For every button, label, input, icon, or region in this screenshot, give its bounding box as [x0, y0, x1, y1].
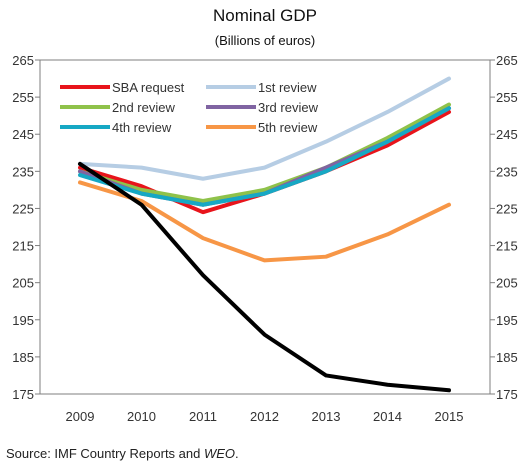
y-tick-label-left: 195 — [12, 313, 34, 328]
y-tick-label-left: 225 — [12, 201, 34, 216]
y-tick-label-left: 235 — [12, 164, 34, 179]
chart-axes: 175 175 185 185 195 195 205 205 215 215 225 225 235 2… — [12, 53, 517, 424]
y-tick-label-left: 205 — [12, 276, 34, 291]
y-tick-label-right: 205 — [496, 276, 518, 291]
y-tick-label-left: 245 — [12, 127, 34, 142]
plot-frame — [39, 59, 491, 395]
x-tick-label: 2013 — [312, 409, 341, 424]
source-suffix: . — [235, 446, 239, 461]
y-tick-label-left: 175 — [12, 387, 34, 402]
chart-subtitle: (Billions of euros) — [214, 33, 316, 48]
source-italic: WEO — [203, 446, 236, 461]
y-tick-label-right: 255 — [496, 90, 518, 105]
y-tick-label-left: 255 — [12, 90, 34, 105]
series-line-1 — [78, 76, 451, 181]
source-prefix: Source: IMF Country Reports and — [6, 446, 204, 461]
legend-label: 1st review — [258, 80, 317, 95]
y-tick-label-right: 235 — [496, 164, 518, 179]
x-tick-label: 2009 — [66, 409, 95, 424]
x-tick-label: 2010 — [127, 409, 156, 424]
x-tick-label: 2012 — [250, 409, 279, 424]
y-tick-label-right: 215 — [496, 239, 518, 254]
series-line-2 — [78, 102, 451, 204]
series-line-6 — [78, 161, 451, 393]
y-tick-label-right: 245 — [496, 127, 518, 142]
series-line-5 — [78, 180, 451, 263]
legend-label: 5th review — [258, 120, 318, 135]
line-chart: 175 175 185 185 195 195 205 205 215 215 225 225 235 2… — [12, 53, 517, 424]
chart-title: Nominal GDP — [213, 6, 317, 25]
legend-label: SBA request — [112, 80, 185, 95]
chart-legend: SBA request 1st review 2nd review 3rd revie… — [60, 80, 319, 135]
y-tick-label-left: 215 — [12, 239, 34, 254]
series-lines — [78, 76, 451, 393]
legend-label: 4th review — [112, 120, 172, 135]
y-tick-label-right: 185 — [496, 350, 518, 365]
source-note: Source: IMF Country Reports and WEO. — [6, 446, 239, 461]
y-tick-label-left: 185 — [12, 350, 34, 365]
legend-label: 3rd review — [258, 100, 319, 115]
x-tick-label: 2014 — [373, 409, 402, 424]
y-tick-label-right: 265 — [496, 53, 518, 68]
y-tick-label-right: 175 — [496, 387, 518, 402]
legend-label: 2nd review — [112, 100, 175, 115]
series-line-4 — [78, 106, 451, 207]
x-tick-label: 2015 — [435, 409, 464, 424]
y-tick-label-right: 195 — [496, 313, 518, 328]
y-tick-label-left: 265 — [12, 53, 34, 68]
y-tick-label-right: 225 — [496, 201, 518, 216]
x-tick-label: 2011 — [189, 409, 217, 424]
